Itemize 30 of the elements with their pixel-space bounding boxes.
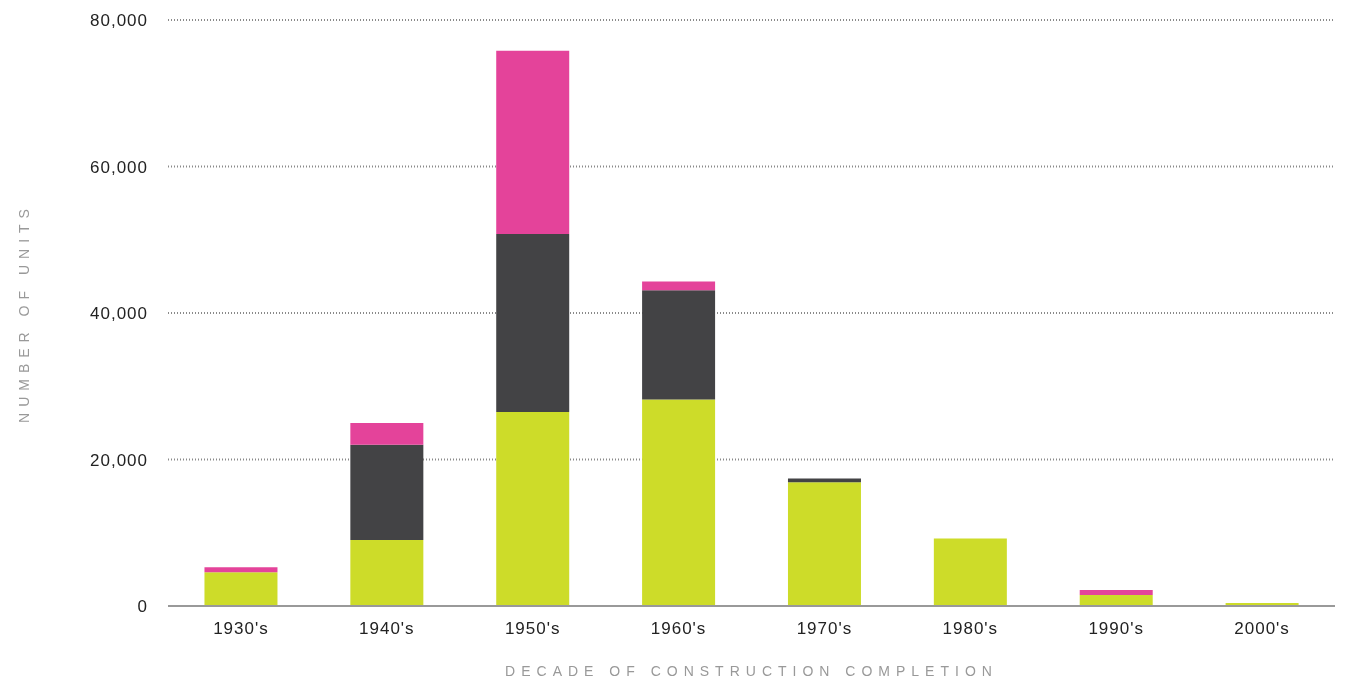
x-tick-label: 1990's: [1088, 619, 1144, 639]
x-tick-label: 1970's: [796, 619, 853, 639]
y-tick-label: 20,000: [90, 450, 148, 470]
bar: [787, 482, 861, 606]
x-tick-label: 2000's: [1234, 619, 1290, 639]
x-tick-label: 1950's: [504, 619, 561, 639]
y-tick-label: 0: [137, 597, 148, 617]
x-tick-label: 1980's: [942, 619, 999, 639]
bar: [1079, 595, 1153, 606]
bar: [204, 567, 278, 573]
bar: [496, 411, 570, 606]
x-tick-label: 1940's: [359, 619, 415, 639]
bar: [350, 540, 424, 606]
y-axis-title: NUMBER OF UNITS: [15, 203, 32, 423]
bar: [1079, 589, 1153, 596]
bar: [350, 422, 424, 445]
bar: [642, 281, 716, 291]
bar: [350, 444, 424, 541]
x-tick-label: 1930's: [213, 619, 269, 639]
y-tick-label: 80,000: [90, 11, 148, 31]
bar: [204, 572, 278, 606]
bar: [496, 50, 570, 234]
y-tick-label: 40,000: [90, 304, 148, 324]
y-tick-label: 60,000: [90, 157, 148, 177]
bar: [642, 399, 716, 606]
x-tick-label: 1960's: [650, 619, 707, 639]
x-axis-title: DECADE OF CONSTRUCTION COMPLETION: [505, 663, 998, 679]
bar: [642, 290, 716, 400]
bar: [933, 538, 1007, 606]
bar: [496, 233, 570, 412]
